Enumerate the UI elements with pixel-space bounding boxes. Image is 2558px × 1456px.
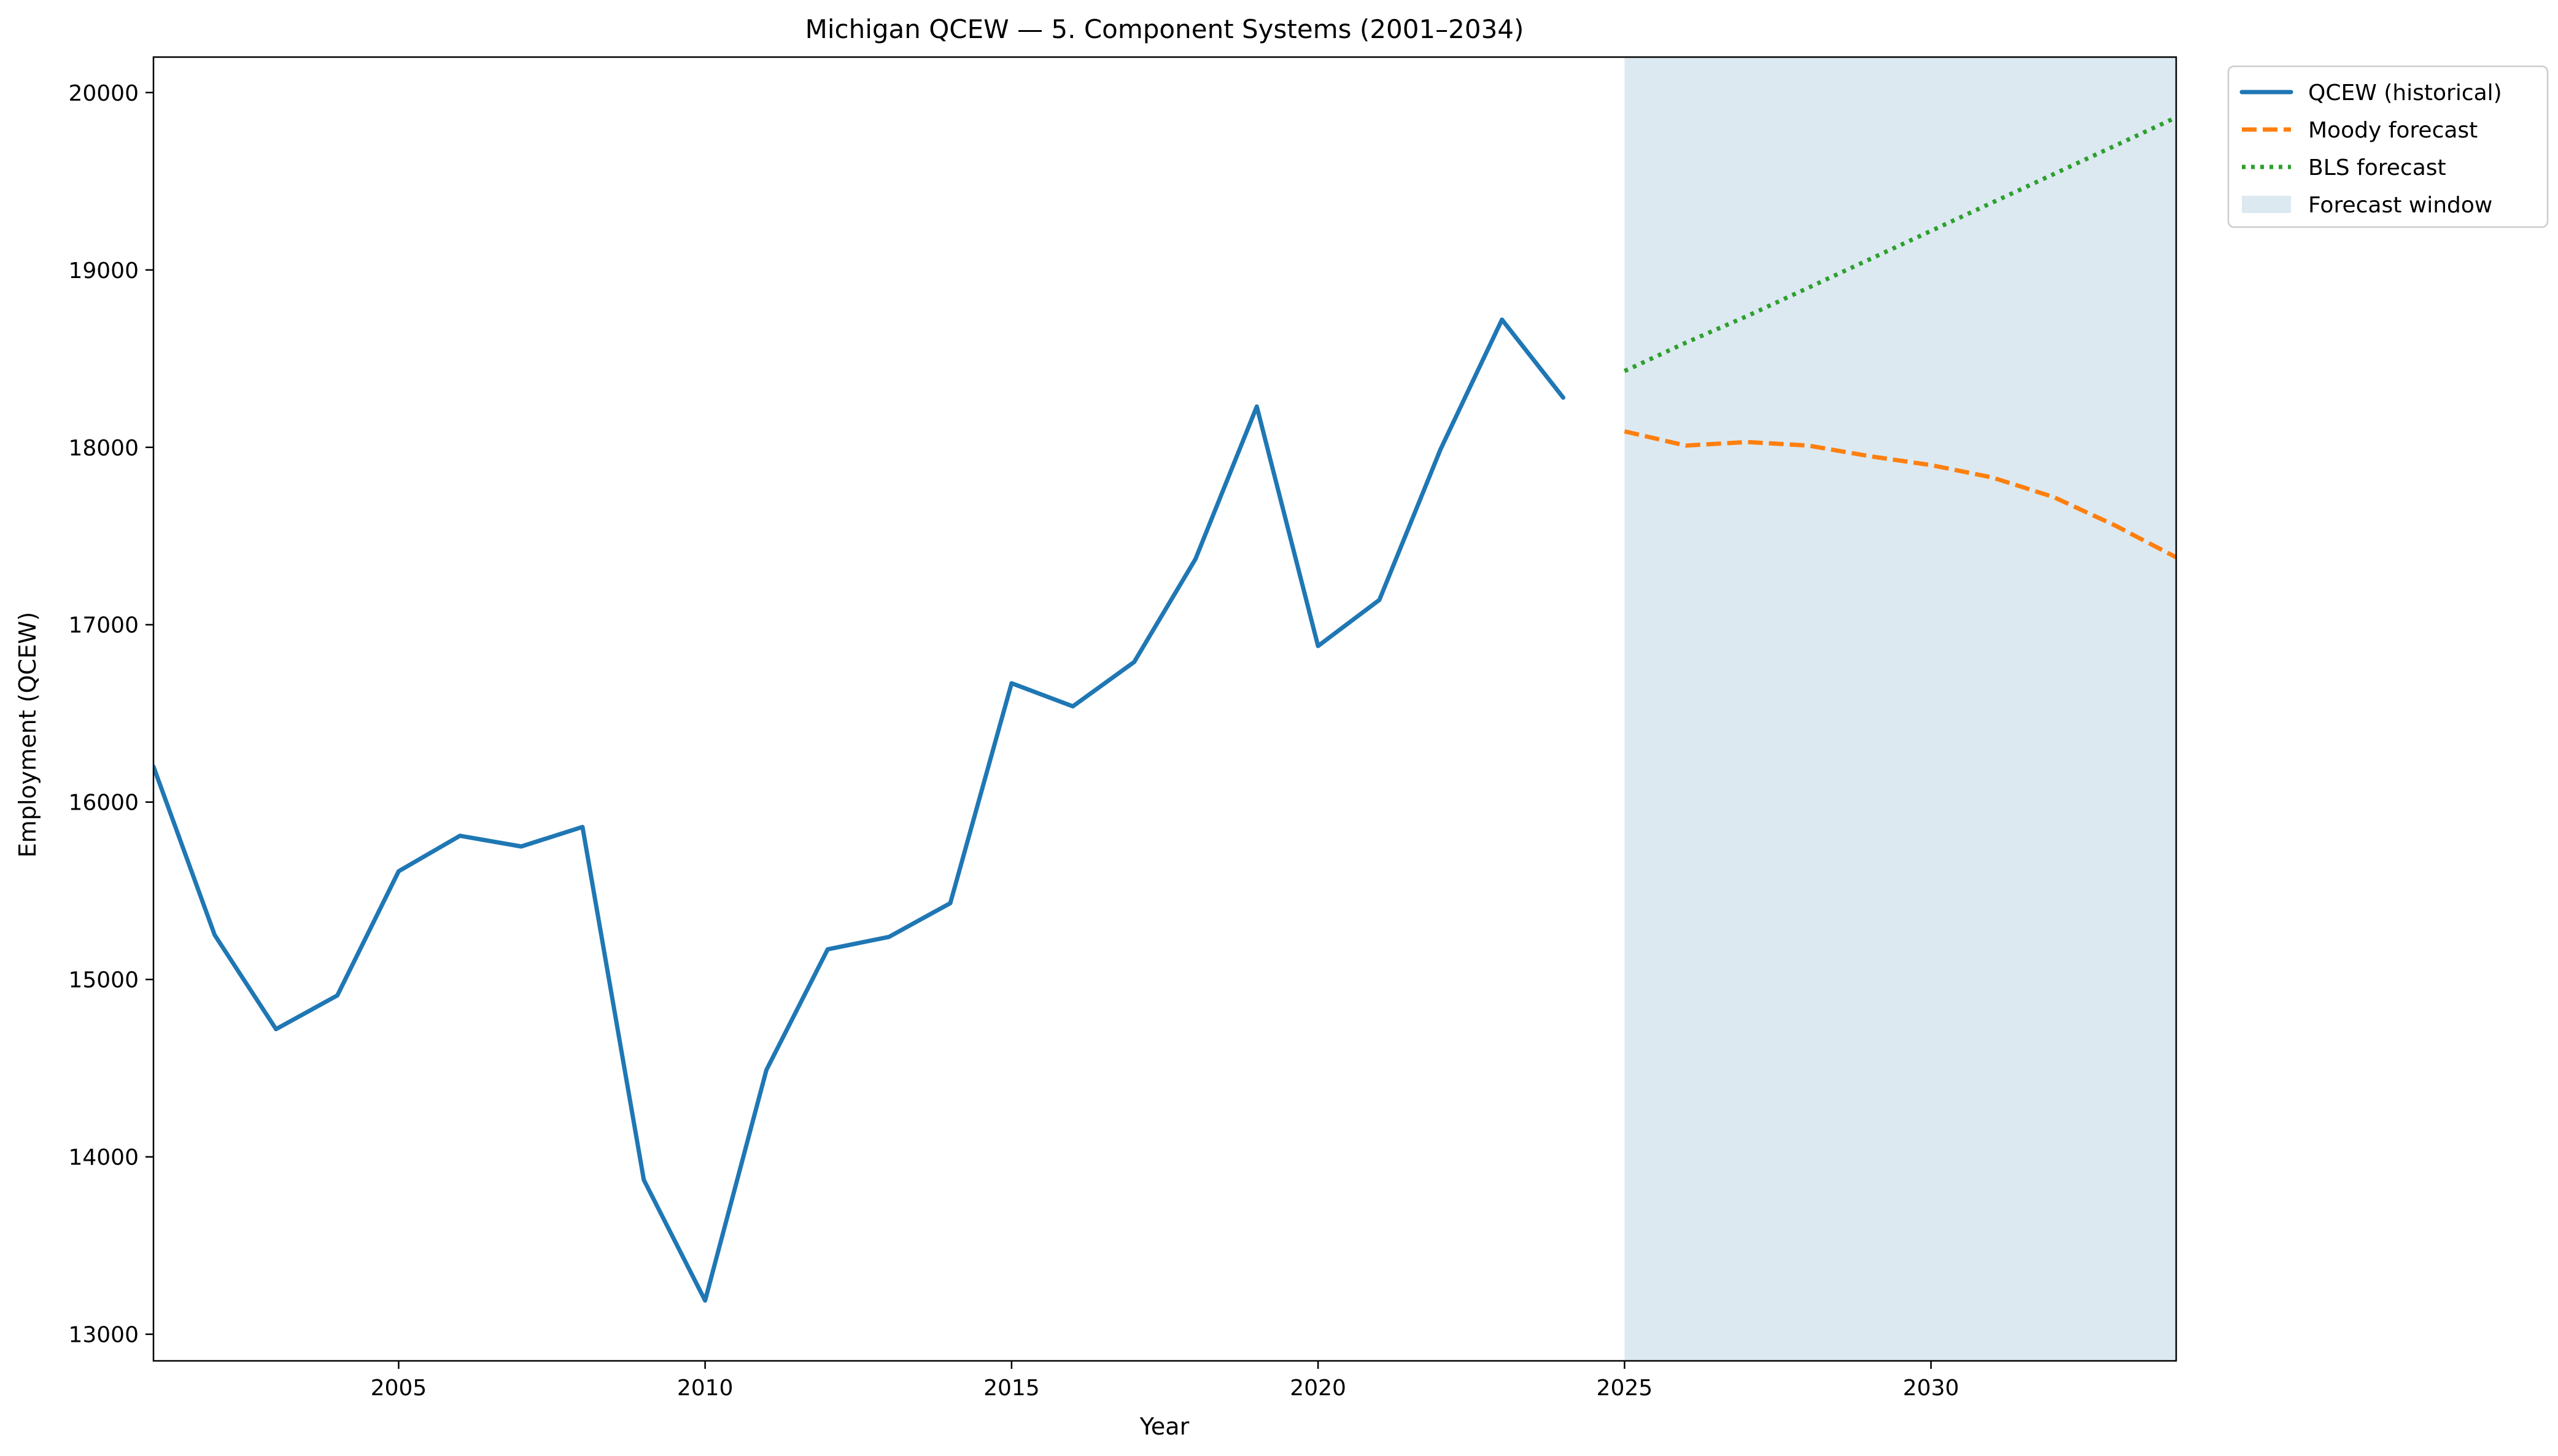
y-tick-label: 13000 [68, 1323, 139, 1348]
x-tick-label: 2020 [1290, 1376, 1346, 1401]
legend-label: Moody forecast [2308, 118, 2478, 143]
plot-area: 2005 2010 2015 2020 2025 2030 13000 14000 15000 1… [68, 56, 2177, 1401]
legend-swatch-forecast-window [2242, 196, 2291, 213]
y-tick-label: 18000 [68, 436, 139, 461]
legend-frame [2227, 65, 2549, 228]
x-tick-label: 2025 [1597, 1376, 1653, 1401]
y-axis-label: Employment (QCEW) [14, 612, 41, 858]
forecast-window-band [1624, 57, 2176, 1361]
x-axis-label: Year [1139, 1413, 1190, 1440]
series-line-1 [1624, 429, 2176, 560]
x-tick-label: 2010 [677, 1376, 734, 1401]
plot-frame [152, 56, 2177, 1362]
chart-title: Michigan QCEW — 5. Component Systems (20… [805, 14, 1524, 44]
x-tick-label: 2005 [371, 1376, 427, 1401]
x-tick-label: 2015 [983, 1376, 1040, 1401]
series-line-0 [153, 317, 1565, 1303]
legend-label: Forecast window [2308, 193, 2492, 218]
legend-label: BLS forecast [2308, 155, 2446, 180]
y-tick-label: 14000 [68, 1145, 139, 1171]
y-tick-label: 19000 [68, 258, 139, 284]
x-tick-label: 2030 [1903, 1376, 1959, 1401]
y-tick-label: 20000 [68, 81, 139, 106]
series-lines [153, 115, 2176, 1303]
y-tick-label: 17000 [68, 613, 139, 638]
legend: QCEW (historical) Moody forecast BLS forec… [2227, 65, 2549, 228]
legend-label: QCEW (historical) [2308, 80, 2502, 106]
y-tick-label: 15000 [68, 968, 139, 993]
y-tick-label: 16000 [68, 791, 139, 816]
